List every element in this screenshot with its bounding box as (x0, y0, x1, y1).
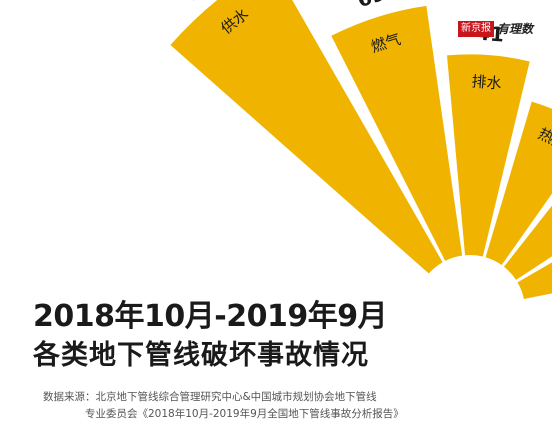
chart-title: 2018年10月-2019年9月 (33, 299, 388, 334)
brand-logo: 新京报 有理数 (458, 20, 533, 37)
source-line-1: 数据来源：北京地下管线综合管理研究中心&中国城市规划协会地下管线 (43, 391, 377, 403)
sector-2 (446, 54, 530, 257)
category-label-2: 排水 (471, 72, 502, 92)
sector-1 (331, 5, 463, 261)
chart-subtitle: 各类地下管线破坏事故情况 (33, 340, 369, 371)
value-label-1: 69 (354, 0, 388, 12)
sector-5 (517, 262, 552, 300)
sector-3 (485, 101, 552, 266)
brand-text: 有理数 (497, 22, 534, 36)
sector-4 (503, 205, 552, 280)
sector-0 (170, 0, 443, 274)
brand-box: 新京报 (458, 20, 494, 37)
source-line-2: 专业委员会《2018年10月-2019年9月全国地下管线事故分析报告》 (85, 408, 404, 420)
